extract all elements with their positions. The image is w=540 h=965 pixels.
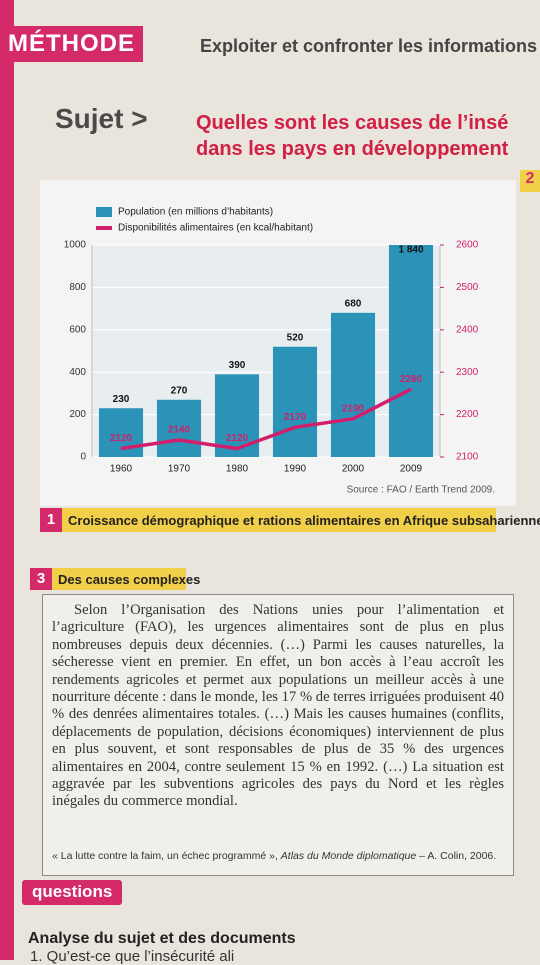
y-tick-label: 0: [80, 452, 86, 463]
x-tick-label: 2000: [342, 464, 365, 475]
legend-label: Disponibilités alimentaires (en kcal/hab…: [118, 223, 313, 234]
line-value-label: 2170: [284, 412, 307, 423]
caption-number: 1: [40, 508, 62, 532]
line-value-label: 2190: [342, 403, 365, 414]
y-tick-label: 1000: [64, 240, 87, 251]
line-value-label: 2120: [226, 433, 249, 444]
doc3-number: 3: [30, 568, 52, 590]
y-tick-label: 200: [69, 409, 86, 420]
bar-value-label: 230: [113, 394, 130, 405]
caption-text: Croissance démographique et rations alim…: [68, 513, 540, 528]
bars: [98, 245, 434, 457]
chart-source: Source : FAO / Earth Trend 2009.: [347, 485, 495, 496]
subject-question: dans les pays en développement: [196, 138, 509, 160]
chart: Source : FAO / Earth Trend 2009. 0 200 400…: [40, 180, 516, 506]
bar-value-label: 680: [345, 298, 362, 309]
x-tick-label: 1980: [226, 464, 249, 475]
legend-swatch: [96, 207, 112, 217]
y2-tick-label: 2200: [456, 409, 479, 420]
subject-question: Quelles sont les causes de l’insé: [196, 112, 509, 134]
legend-label: Population (en millions d’habitants): [118, 207, 273, 218]
line-value-label: 2120: [110, 433, 133, 444]
line-value-label: 2140: [168, 425, 191, 436]
subject-label: Sujet >: [55, 103, 148, 134]
y2-tick-label: 2300: [456, 367, 479, 378]
bar: [272, 346, 318, 457]
doc3-title: Des causes complexes: [58, 572, 201, 587]
line-value-label: 2260: [400, 374, 423, 385]
bar-value-label: 1 840: [398, 245, 423, 256]
citation-source: Atlas du Monde diplomatique: [280, 850, 417, 862]
x-tick-label: 1990: [284, 464, 307, 475]
bar: [156, 399, 202, 457]
y-tick-label: 600: [69, 324, 86, 335]
y2-tick-label: 2500: [456, 282, 479, 293]
questions-label: questions: [22, 880, 123, 905]
header-tag: MÉTHODE: [0, 26, 143, 62]
side-tab: 2: [520, 170, 540, 192]
left-strip: [0, 0, 14, 960]
y-tick-label: 800: [69, 282, 86, 293]
y-tick-label: 400: [69, 367, 86, 378]
x-tick-label: 2009: [400, 464, 423, 475]
question-item: 1. Qu’est-ce que l’insécurité ali: [30, 948, 235, 965]
bar: [98, 408, 144, 457]
bar-value-label: 520: [287, 332, 304, 343]
bar-value-label: 270: [171, 385, 188, 396]
bar: [330, 312, 376, 457]
x-tick-label: 1970: [168, 464, 191, 475]
y2-tick-label: 2600: [456, 240, 479, 251]
doc3-bar: [30, 568, 186, 590]
header-title: Exploiter et confronter les informations…: [200, 36, 540, 56]
citation-title: « La lutte contre la faim, un échec prog…: [52, 850, 278, 862]
bar: [388, 245, 434, 457]
plot-area: [91, 244, 441, 458]
caption-bar: [40, 508, 496, 532]
doc3-text: Selon l’Organisation des Nations unies p…: [52, 602, 504, 810]
citation: « La lutte contre la faim, un échec prog…: [52, 850, 496, 862]
y2-tick-label: 2100: [456, 452, 479, 463]
x-tick-label: 1960: [110, 464, 133, 475]
line: [120, 387, 412, 451]
bar-value-label: 390: [229, 360, 246, 371]
doc3-box: [42, 594, 514, 876]
citation-publisher: – A. Colin, 2006.: [419, 850, 497, 862]
y2-tick-label: 2400: [456, 324, 479, 335]
questions-heading: Analyse du sujet et des documents: [28, 930, 296, 947]
